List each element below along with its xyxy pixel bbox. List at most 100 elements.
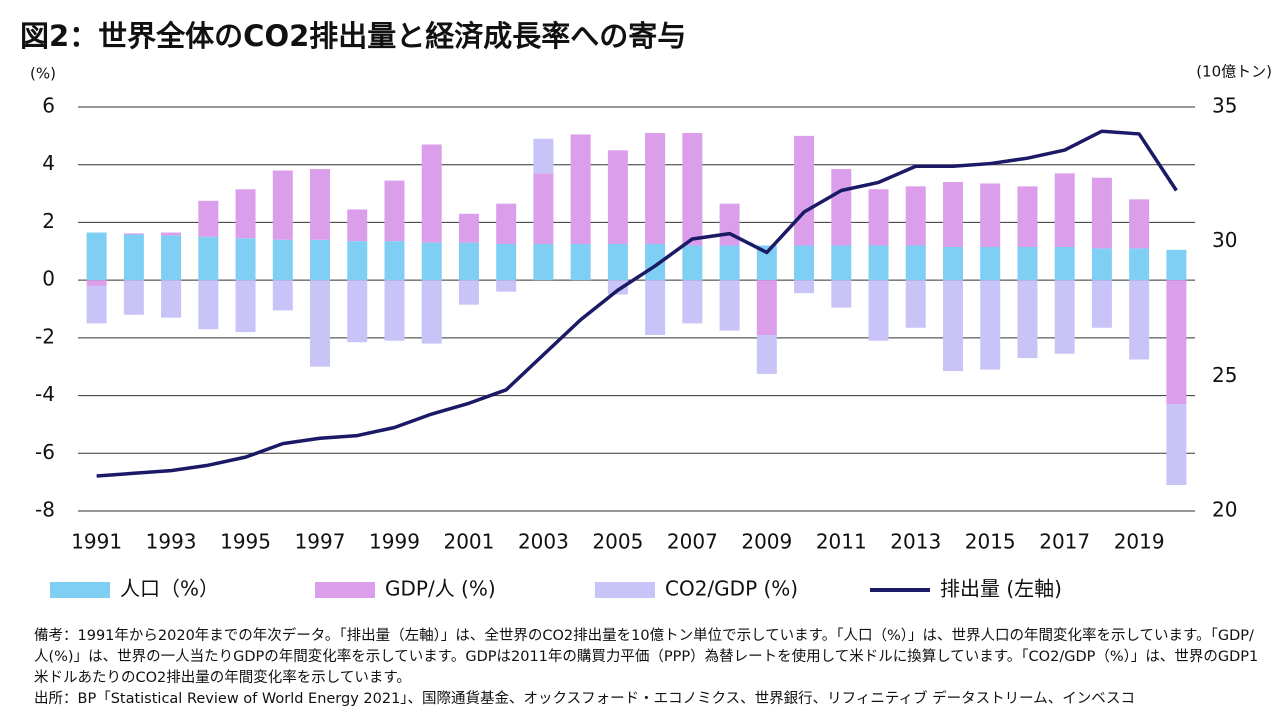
x-tick-label: 1997 <box>295 530 346 554</box>
y2-axis-label: (10億トン) <box>1196 63 1272 81</box>
bar <box>980 280 1001 370</box>
bar <box>607 280 628 295</box>
bar <box>607 150 628 245</box>
bar <box>235 189 256 239</box>
x-tick-label: 2015 <box>965 530 1016 554</box>
x-tick-label: 2005 <box>592 530 643 554</box>
x-tick-label: 2011 <box>816 530 867 554</box>
y-tick-label: 2 <box>42 209 55 233</box>
bar <box>533 173 554 245</box>
x-tick-label: 2003 <box>518 530 569 554</box>
bar <box>384 180 405 242</box>
bar <box>384 241 405 281</box>
bar <box>384 280 405 341</box>
bar <box>980 246 1001 281</box>
bar <box>458 280 479 305</box>
bar <box>905 186 926 246</box>
bar <box>942 246 963 281</box>
bar <box>980 183 1001 247</box>
bar <box>1166 404 1187 486</box>
y2-tick-label: 25 <box>1212 363 1237 387</box>
bar <box>347 241 368 281</box>
bar <box>794 135 815 246</box>
y2-tick-label: 30 <box>1212 228 1237 252</box>
bar <box>905 280 926 328</box>
bar <box>123 234 144 281</box>
bar <box>645 280 666 335</box>
legend-label: 人口（%） <box>120 577 219 601</box>
bar <box>1166 249 1187 281</box>
bar <box>533 138 554 174</box>
bar <box>310 169 331 240</box>
legend-swatch <box>50 582 110 598</box>
bar <box>942 182 963 247</box>
y-tick-label: -4 <box>35 382 55 406</box>
bar <box>756 334 777 374</box>
bar <box>496 244 517 281</box>
bar <box>682 132 703 246</box>
y2-tick-label: 20 <box>1212 498 1237 522</box>
legend-label: CO2/GDP (%) <box>665 577 798 601</box>
bar <box>310 280 331 367</box>
y-tick-label: 4 <box>42 151 55 175</box>
x-tick-label: 2009 <box>741 530 792 554</box>
x-tick-label: 2017 <box>1039 530 1090 554</box>
bar <box>235 238 256 281</box>
bar <box>1054 280 1075 354</box>
bar <box>496 280 517 292</box>
bar <box>756 280 777 335</box>
chart: 図2：世界全体のCO2排出量と経済成長率への寄与 (%) (10億トン) -8 -… <box>20 19 1272 601</box>
bar <box>161 232 182 236</box>
bar <box>496 203 517 245</box>
bar <box>272 170 293 240</box>
bar <box>198 280 219 330</box>
bar <box>533 244 554 281</box>
y-tick-label: -2 <box>35 324 55 348</box>
x-tick-label: 2013 <box>890 530 941 554</box>
bar <box>607 244 628 281</box>
bar <box>1091 248 1112 281</box>
bar <box>682 245 703 281</box>
y-axis-label: (%) <box>30 65 56 83</box>
y2-tick-label: 35 <box>1212 94 1237 118</box>
bar <box>458 213 479 243</box>
bar <box>1091 280 1112 328</box>
bar <box>272 239 293 281</box>
bar <box>682 280 703 324</box>
bar <box>458 242 479 281</box>
bar <box>831 169 852 246</box>
bar <box>198 236 219 281</box>
bar <box>347 280 368 343</box>
bar <box>570 244 591 281</box>
bar <box>942 280 963 372</box>
bar <box>1129 199 1150 249</box>
x-tick-label: 1991 <box>71 530 122 554</box>
bar <box>570 134 591 245</box>
x-tick-label: 1993 <box>146 530 197 554</box>
bar <box>719 245 740 281</box>
y-tick-label: -8 <box>35 498 55 522</box>
bar <box>1129 248 1150 281</box>
bar <box>123 233 144 235</box>
bar <box>421 280 442 344</box>
x-tick-label: 2001 <box>443 530 494 554</box>
bar <box>1129 280 1150 360</box>
legend-label: 排出量 (左軸) <box>940 577 1062 601</box>
bar <box>719 280 740 331</box>
bar <box>421 144 442 243</box>
x-tick-label: 1999 <box>369 530 420 554</box>
x-tick-label: 2007 <box>667 530 718 554</box>
notes: 備考：1991年から2020年までの年次データ。「排出量（左軸）」は、全世界のC… <box>34 626 1259 710</box>
bar <box>272 280 293 311</box>
x-tick-label: 1995 <box>220 530 271 554</box>
bar <box>1017 246 1038 281</box>
bar <box>794 280 815 294</box>
y-tick-label: 6 <box>42 94 55 118</box>
bar <box>86 280 107 286</box>
bar <box>235 280 256 333</box>
bar <box>868 189 889 246</box>
bar <box>868 280 889 341</box>
bar <box>1017 186 1038 247</box>
bar <box>1017 280 1038 359</box>
